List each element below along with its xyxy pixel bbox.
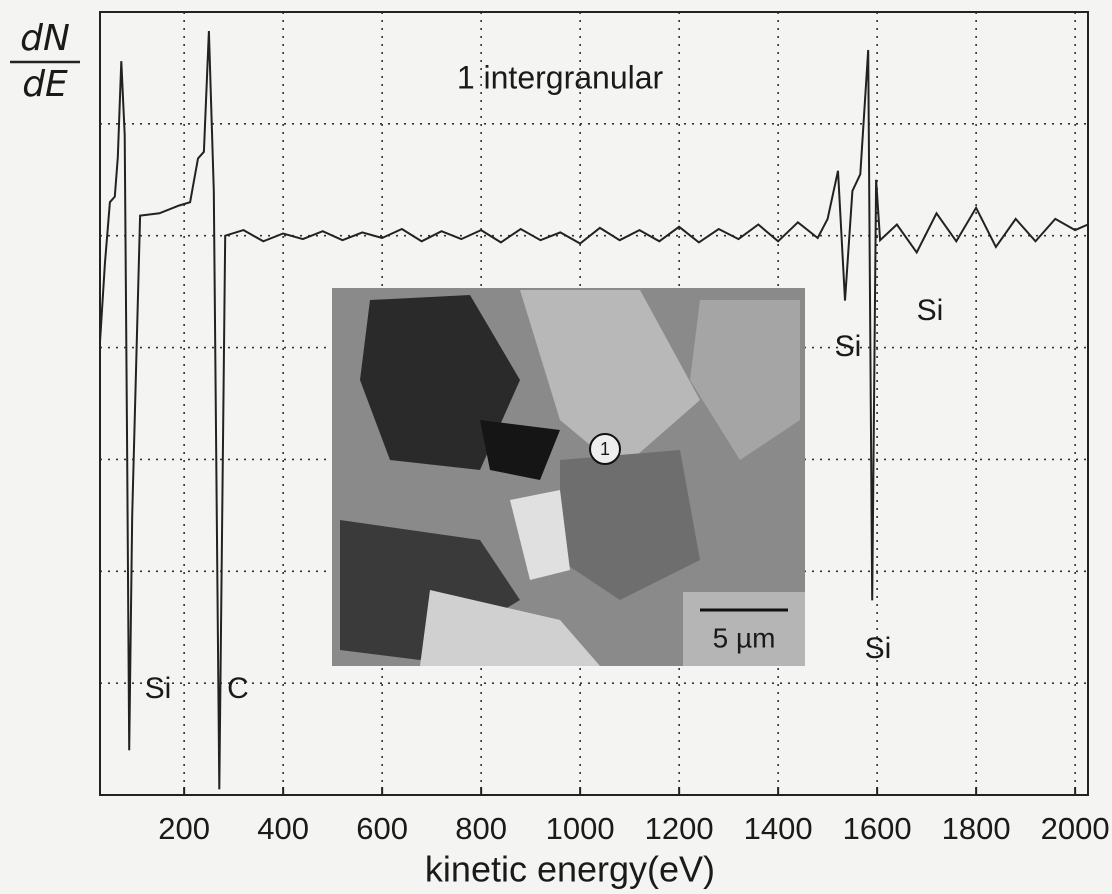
- annotation: Si: [865, 632, 892, 665]
- x-label: kinetic energy(eV): [425, 849, 715, 890]
- annotation: Si: [835, 330, 862, 363]
- image-shade: [520, 290, 700, 470]
- x-tick-label: 200: [158, 811, 210, 846]
- image-shade: [420, 590, 600, 666]
- x-tick-label: 400: [257, 811, 309, 846]
- y-label-denominator: dE: [22, 64, 68, 105]
- scale-box: [683, 592, 805, 666]
- sem-image: [332, 288, 805, 666]
- x-tick-label: 800: [455, 811, 507, 846]
- x-tick-label: 1200: [645, 811, 714, 846]
- image-shade: [360, 295, 520, 470]
- annotation: Si: [917, 294, 944, 327]
- image-shade: [510, 490, 570, 580]
- y-label-numerator: dN: [20, 18, 70, 59]
- plot-frame: [99, 11, 1089, 796]
- marker-circle: [589, 433, 621, 465]
- annotation: Si: [145, 672, 172, 705]
- annotation: C: [227, 672, 249, 705]
- annotation: 1: [600, 439, 610, 459]
- x-tick-label: 1000: [546, 811, 615, 846]
- x-tick-label: 1800: [942, 811, 1011, 846]
- x-tick-label: 600: [356, 811, 408, 846]
- x-tick-label: 2000: [1041, 811, 1110, 846]
- x-tick-label: 1400: [744, 811, 813, 846]
- image-shade: [690, 300, 800, 460]
- image-shade: [480, 420, 560, 480]
- spectrum-line: [99, 30, 1089, 790]
- image-shade: [560, 450, 700, 600]
- x-tick-label: 1600: [843, 811, 912, 846]
- annotation: 1 intergranular: [457, 59, 664, 95]
- annotation: 5 µm: [713, 622, 776, 653]
